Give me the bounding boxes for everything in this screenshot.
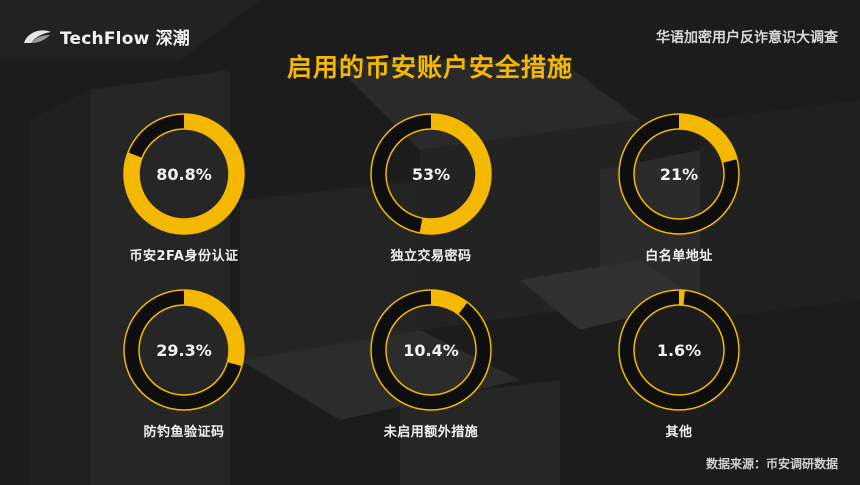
value-label: 21% — [659, 164, 699, 184]
value-label: 10.4% — [403, 340, 459, 360]
donut-2: 21% — [614, 109, 744, 239]
category-label: 独立交易密码 — [390, 249, 472, 264]
donut-3: 29.3% — [119, 285, 249, 415]
donut-svg — [123, 113, 245, 235]
category-label: 防钓鱼验证码 — [143, 425, 225, 440]
survey-subtitle: 华语加密用户反诈意识大调查 — [656, 30, 838, 46]
donut-value-arc — [371, 290, 491, 410]
donut-4: 10.4% — [366, 285, 496, 415]
category-label: 白名单地址 — [645, 249, 713, 264]
techflow-logo-icon — [24, 29, 51, 43]
donut-5: 1.6% — [614, 285, 744, 415]
donut-0: 80.8% — [119, 109, 249, 239]
value-label: 80.8% — [156, 164, 212, 184]
donut-value-arc — [619, 290, 739, 410]
brand-logo: TechFlow 深潮 — [22, 24, 190, 49]
value-label: 29.3% — [156, 340, 212, 360]
donut-svg — [618, 113, 740, 235]
chart-title: 启用的币安账户安全措施 — [286, 53, 573, 82]
donut-svg — [123, 289, 245, 411]
donut-value-arc — [124, 290, 244, 410]
category-label: 未启用额外措施 — [383, 425, 479, 440]
donut-svg — [618, 289, 740, 411]
data-source: 数据来源：币安调研数据 — [705, 457, 838, 471]
category-label: 其他 — [665, 425, 693, 440]
donut-svg — [370, 113, 492, 235]
donut-value-arc — [124, 114, 244, 234]
donut-value-arc — [371, 114, 491, 234]
category-label: 币安2FA身份认证 — [129, 249, 239, 264]
value-label: 1.6% — [656, 340, 702, 360]
brand-name: TechFlow 深潮 — [60, 29, 190, 49]
value-label: 53% — [411, 164, 451, 184]
donut-value-arc — [619, 114, 739, 234]
donut-svg — [370, 289, 492, 411]
donut-1: 53% — [366, 109, 496, 239]
